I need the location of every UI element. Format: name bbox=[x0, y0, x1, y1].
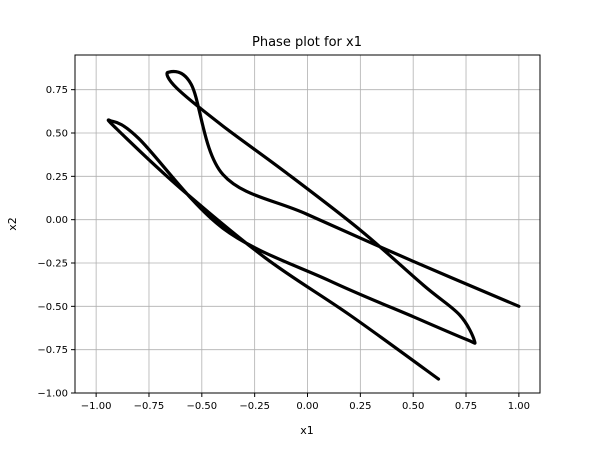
x-tick-label: 1.00 bbox=[508, 401, 530, 412]
y-tick-label: −1.00 bbox=[37, 389, 68, 400]
y-tick-label: −0.50 bbox=[37, 302, 68, 313]
phase-trajectory-line bbox=[106, 69, 521, 381]
x-tick-label: −1.00 bbox=[81, 401, 112, 412]
x-tick-label: −0.25 bbox=[239, 401, 270, 412]
x-axis-label: x1 bbox=[300, 424, 314, 437]
x-tick-label: 0.50 bbox=[402, 401, 424, 412]
y-axis: −1.00 −0.75 −0.50 −0.25 0.00 0.25 0.50 0.75 bbox=[37, 85, 75, 400]
x-tick-label: 0.75 bbox=[455, 401, 477, 412]
y-axis-label: x2 bbox=[6, 217, 19, 231]
y-tick-label: 0.50 bbox=[46, 129, 68, 140]
chart-title: Phase plot for x1 bbox=[252, 35, 362, 50]
x-tick-label: −0.50 bbox=[186, 401, 217, 412]
y-tick-label: −0.75 bbox=[37, 345, 68, 356]
y-tick-label: 0.75 bbox=[46, 85, 68, 96]
x-tick-label: −0.75 bbox=[134, 401, 165, 412]
y-tick-label: −0.25 bbox=[37, 259, 68, 270]
phase-curve bbox=[106, 69, 521, 381]
x-axis: −1.00 −0.75 −0.50 −0.25 0.00 0.25 0.50 0.75 1.00 bbox=[81, 393, 530, 412]
y-tick-label: 0.00 bbox=[46, 215, 68, 226]
y-tick-label: 0.25 bbox=[46, 172, 68, 183]
x-tick-label: 0.25 bbox=[349, 401, 371, 412]
grid bbox=[75, 55, 540, 394]
x-tick-label: 0.00 bbox=[296, 401, 318, 412]
